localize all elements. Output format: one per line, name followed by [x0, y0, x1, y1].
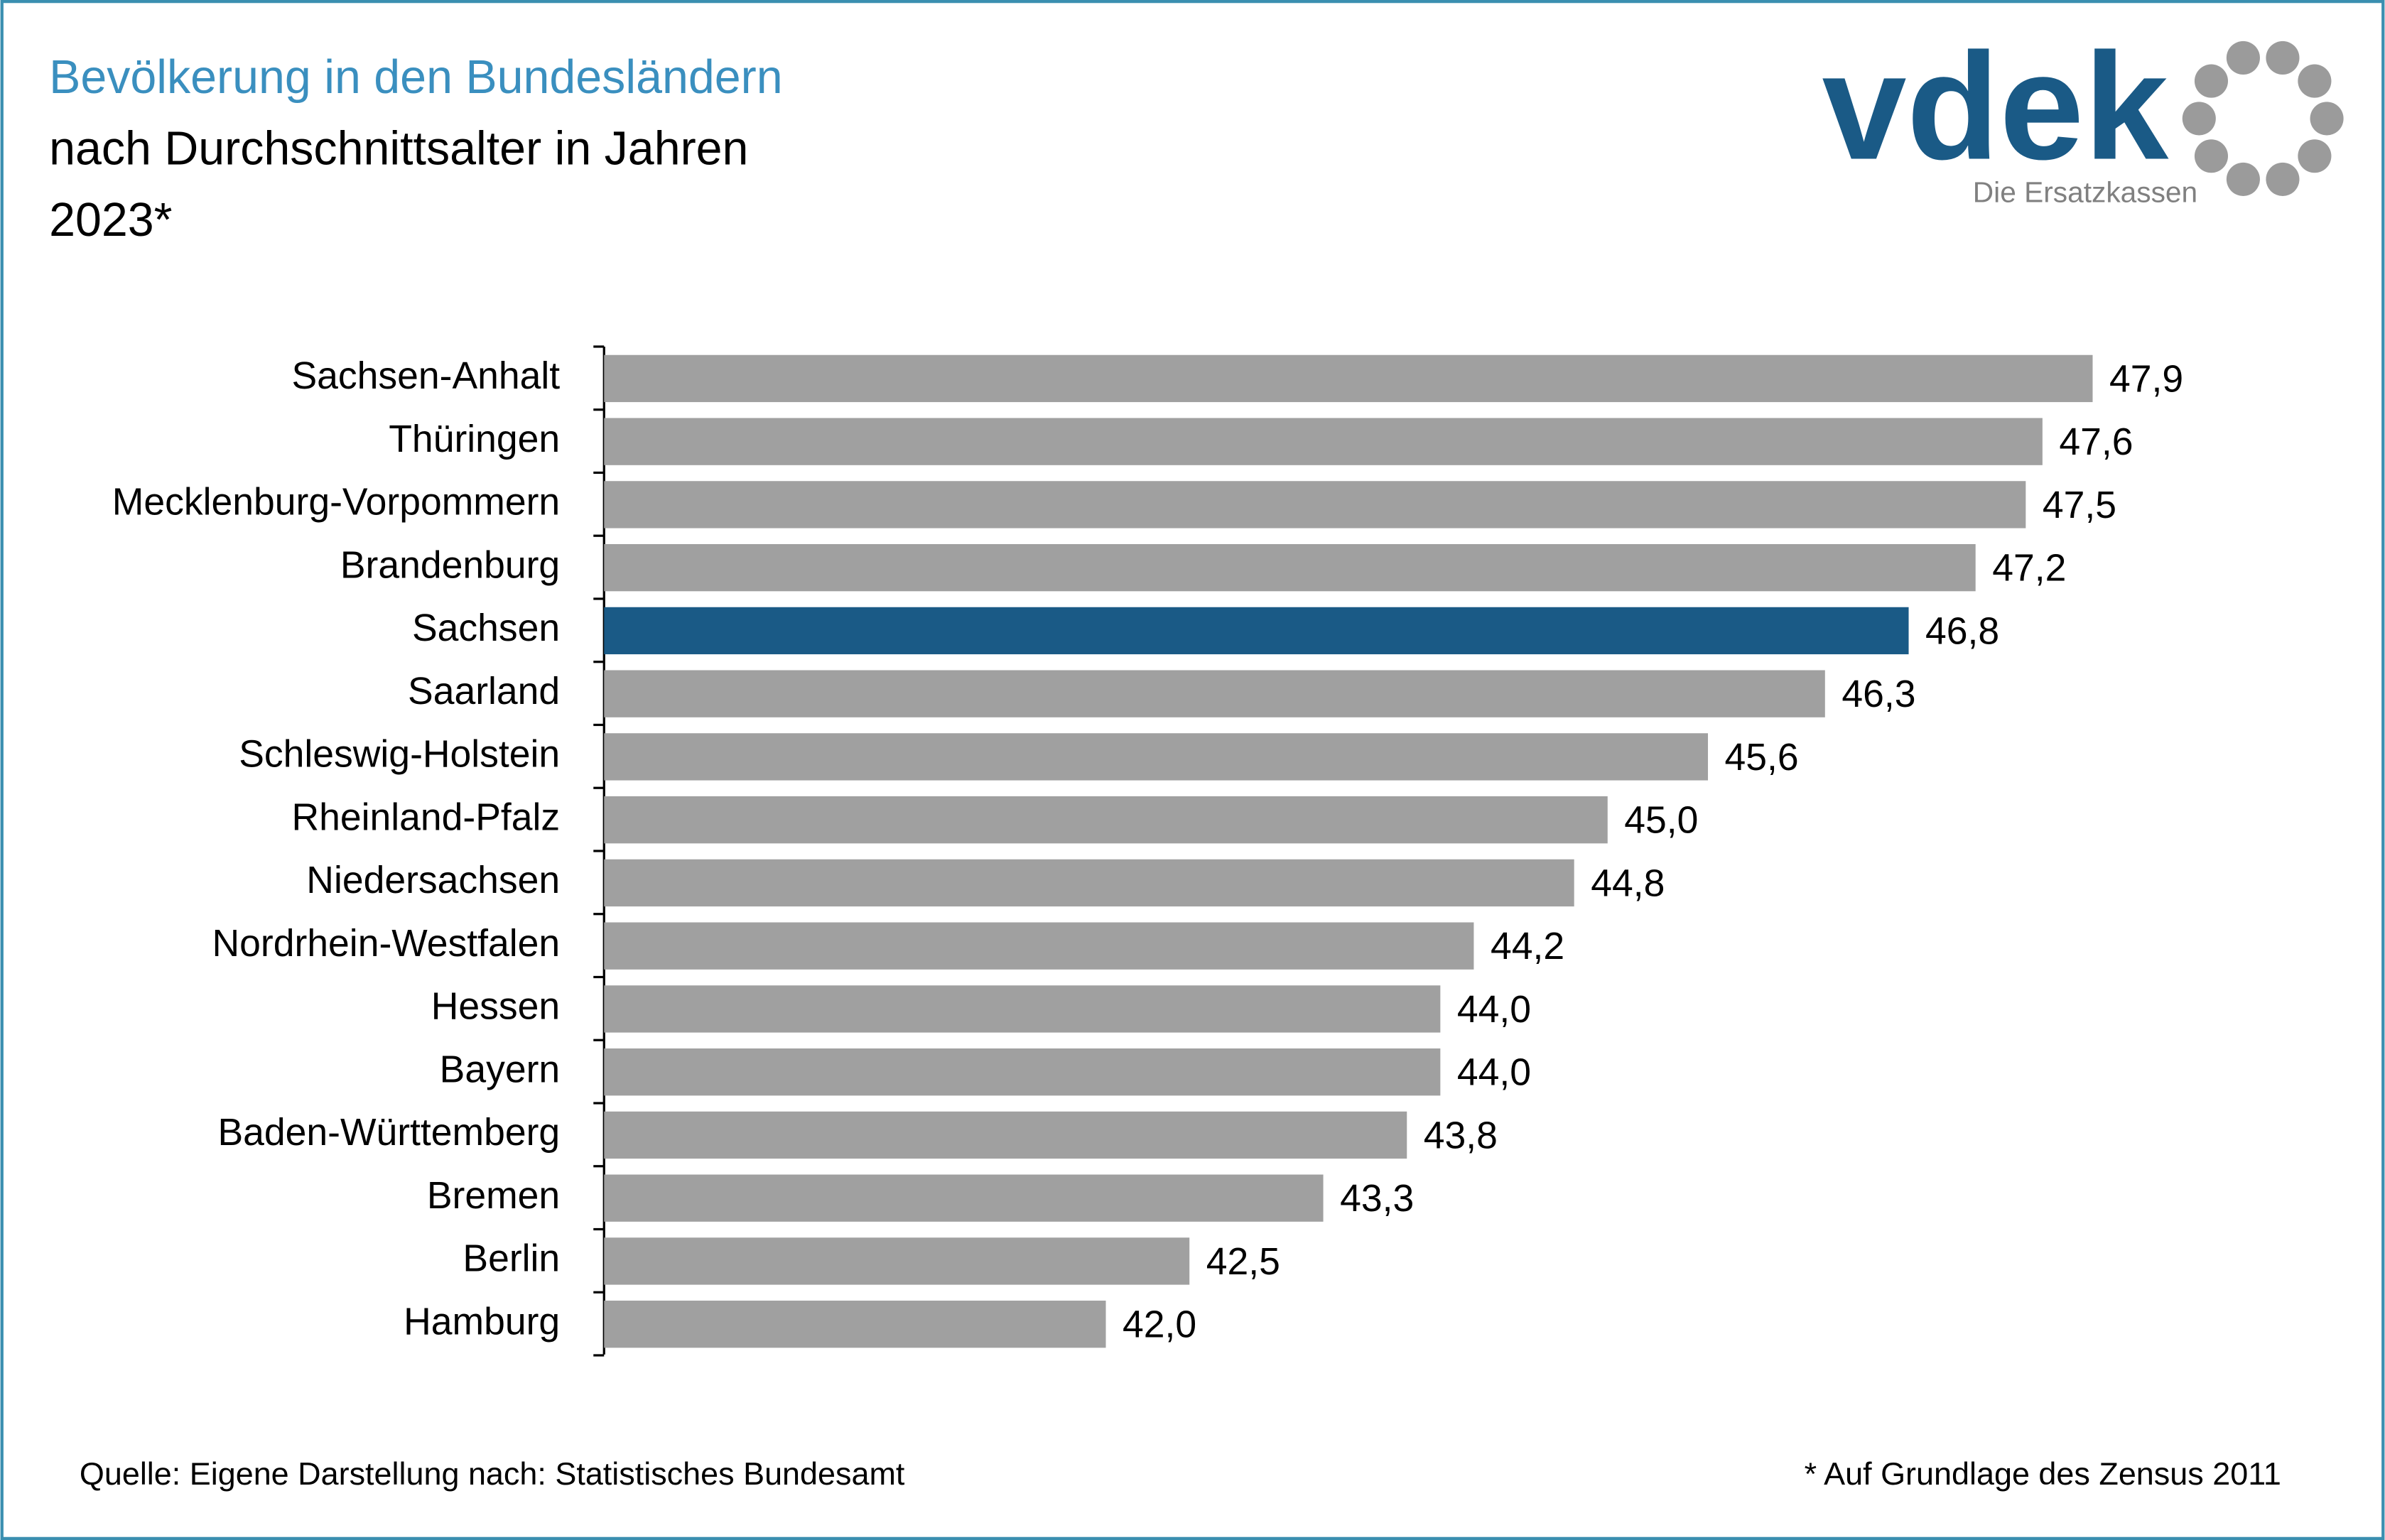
- value-label: 44,8: [1591, 862, 1665, 904]
- value-label: 44,0: [1457, 989, 1531, 1031]
- y-tick-label: Rheinland-Pfalz: [291, 796, 560, 838]
- y-tick-label: Baden-Württemberg: [217, 1112, 560, 1154]
- bar: [604, 922, 1474, 970]
- value-label: 47,5: [2043, 484, 2116, 526]
- bar: [604, 607, 1909, 655]
- bar: [604, 481, 2026, 528]
- bar: [604, 354, 2093, 403]
- bar: [604, 1111, 1407, 1159]
- logo-tagline: Die Ersatzkassen: [1973, 176, 2197, 209]
- value-label: 42,5: [1206, 1241, 1280, 1283]
- bar: [604, 543, 1976, 592]
- y-tick-label: Bayern: [440, 1048, 561, 1090]
- logo-name: vdek: [1822, 21, 2170, 191]
- logo-dot: [2194, 139, 2229, 173]
- logo-dot: [2182, 102, 2216, 136]
- logo-dot: [2266, 162, 2300, 196]
- value-label: 45,6: [1725, 737, 1799, 779]
- logo: vdek Die Ersatzkassen: [1822, 21, 2344, 209]
- value-label: 44,0: [1457, 1052, 1531, 1094]
- value-label: 47,6: [2059, 421, 2133, 463]
- y-tick-label: Brandenburg: [340, 544, 560, 586]
- y-tick-label: Nordrhein-Westfalen: [212, 923, 561, 965]
- logo-ring: [2182, 40, 2344, 196]
- y-tick-label: Hamburg: [404, 1301, 560, 1343]
- y-tick-label: Saarland: [408, 671, 560, 712]
- chart-subtitle: nach Durchschnittsalter in Jahren: [49, 123, 748, 175]
- logo-dot: [2310, 102, 2344, 136]
- bar: [604, 859, 1574, 907]
- y-tick-label: Mecklenburg-Vorpommern: [112, 482, 560, 524]
- bar: [604, 1237, 1190, 1285]
- bar: [604, 418, 2043, 465]
- y-tick-label: Hessen: [431, 986, 560, 1028]
- bar: [604, 670, 1825, 717]
- value-label: 45,0: [1624, 800, 1698, 842]
- y-tick-label: Thüringen: [389, 418, 560, 460]
- bar: [604, 985, 1441, 1033]
- bar: [604, 733, 1709, 781]
- logo-dot: [2298, 64, 2332, 98]
- value-label: 47,2: [1992, 548, 2066, 590]
- logo-dot: [2298, 139, 2332, 173]
- y-tick-label: Niedersachsen: [306, 860, 560, 901]
- value-label: 43,3: [1340, 1178, 1414, 1220]
- logo-dot: [2194, 64, 2229, 98]
- bar: [604, 1174, 1324, 1222]
- bar: [604, 1301, 1106, 1348]
- value-label: 42,0: [1123, 1304, 1196, 1346]
- value-label: 47,9: [2109, 358, 2183, 400]
- y-tick-label: Sachsen: [412, 607, 560, 649]
- value-label: 46,8: [1925, 610, 1999, 652]
- chart-title: Bevölkerung in den Bundesländern: [49, 51, 783, 104]
- value-label: 43,8: [1424, 1115, 1498, 1156]
- bar: [604, 796, 1608, 844]
- logo-dot: [2226, 162, 2260, 196]
- y-tick-label: Sachsen-Anhalt: [291, 355, 560, 397]
- chart-subtitle: 2023*: [49, 194, 172, 246]
- logo-dot: [2266, 40, 2300, 75]
- y-tick-label: Berlin: [463, 1238, 560, 1280]
- note: * Auf Grundlage des Zensus 2011: [1805, 1455, 2281, 1492]
- source: Quelle: Eigene Darstellung nach: Statist…: [80, 1455, 905, 1492]
- y-tick-label: Bremen: [427, 1175, 560, 1217]
- logo-dot: [2226, 40, 2260, 75]
- value-label: 44,2: [1491, 926, 1564, 967]
- value-label: 46,3: [1842, 673, 1915, 715]
- y-tick-label: Schleswig-Holstein: [239, 734, 560, 776]
- bar: [604, 1048, 1441, 1096]
